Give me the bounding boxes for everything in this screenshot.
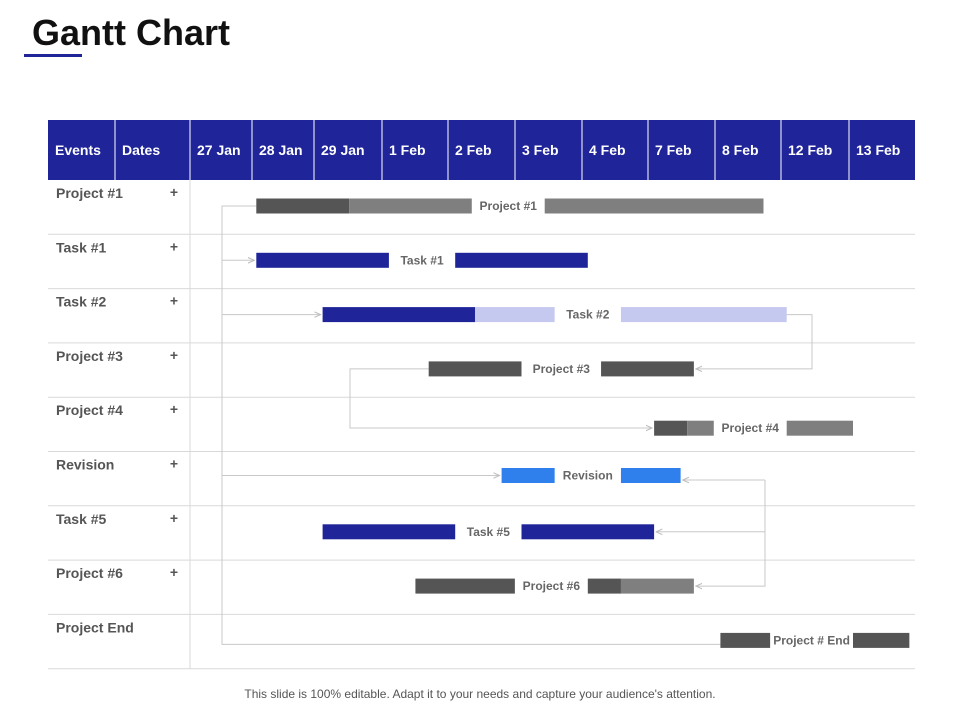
gantt-bar-segment <box>415 578 515 594</box>
gantt-bar-label: Task #2 <box>566 308 609 322</box>
header-cell: 13 Feb <box>856 142 900 158</box>
expand-icon[interactable]: + <box>170 564 178 580</box>
expand-icon[interactable]: + <box>170 293 178 309</box>
expand-icon[interactable]: + <box>170 456 178 472</box>
dependency-connector <box>349 368 652 428</box>
dependency-connector <box>696 480 766 586</box>
gantt-bar-segment <box>256 198 350 214</box>
page-title: Gantt Chart <box>32 12 230 53</box>
gantt-bar-segment <box>620 307 787 323</box>
gantt-bar-segment <box>475 307 555 323</box>
gantt-bar-segment <box>601 361 694 377</box>
header-background <box>48 120 915 180</box>
gantt-bar-segment <box>322 524 456 540</box>
gantt-bar-segment <box>687 420 714 436</box>
header-cell: 3 Feb <box>522 142 559 158</box>
gantt-bar-segment <box>853 632 910 648</box>
row-label: Project #1 <box>56 185 123 201</box>
gantt-bar-segment <box>501 468 555 483</box>
title-underline <box>24 54 82 57</box>
gantt-bar-label: Task #5 <box>467 525 510 539</box>
row-label: Project End <box>56 619 134 635</box>
row-label: Task #1 <box>56 239 107 255</box>
gantt-bar-segment <box>587 578 621 594</box>
row-label: Project #3 <box>56 348 123 364</box>
gantt-bar-segment <box>455 252 588 268</box>
row-label: Task #2 <box>56 294 107 310</box>
row-label: Project #6 <box>56 565 123 581</box>
gantt-bar-segment <box>349 198 472 214</box>
gantt-grid <box>48 180 915 670</box>
header-cell: 7 Feb <box>655 142 692 158</box>
gantt-bar-label: Project # End <box>773 633 850 647</box>
dependency-connector <box>696 314 813 369</box>
header-cell: 8 Feb <box>722 142 759 158</box>
row-label: Revision <box>56 457 114 473</box>
header-cell: 29 Jan <box>321 142 365 158</box>
footer-caption: This slide is 100% editable. Adapt it to… <box>244 687 716 701</box>
gantt-bar-segment <box>256 252 389 268</box>
gantt-bar-label: Project #4 <box>722 421 780 435</box>
header-cell: 28 Jan <box>259 142 303 158</box>
expand-icon[interactable]: + <box>170 184 178 200</box>
gantt-bar-label: Project #6 <box>523 579 581 593</box>
row-label: Project #4 <box>56 402 123 418</box>
gantt-row-labels: Project #1 + Task #1 + Task #2 + Project #3 + Pr… <box>56 184 178 635</box>
gantt-connectors <box>221 205 813 645</box>
gantt-bar-segment <box>322 307 476 323</box>
header-cell: 12 Feb <box>788 142 832 158</box>
gantt-bar-label: Project #1 <box>480 199 538 213</box>
gantt-header: Events Dates 27 Jan 28 Jan 29 Jan 1 Feb 2 Feb 3… <box>48 120 915 180</box>
expand-icon[interactable]: + <box>170 510 178 526</box>
row-label: Task #5 <box>56 511 107 527</box>
gantt-bar-segment <box>521 524 655 540</box>
header-cell: 27 Jan <box>197 142 241 158</box>
gantt-bar-segment <box>720 632 771 648</box>
expand-icon[interactable]: + <box>170 347 178 363</box>
gantt-bar-segment <box>786 420 853 436</box>
header-cell: Dates <box>122 142 160 158</box>
gantt-bar-label: Revision <box>563 469 613 483</box>
dependency-connector <box>221 205 721 645</box>
expand-icon[interactable]: + <box>170 401 178 417</box>
gantt-bar-segment <box>654 420 688 436</box>
gantt-bars: Project #1 Task #1 Task #2 Project #3 Projec… <box>256 198 910 648</box>
gantt-bar-segment <box>544 198 764 214</box>
header-cell: 4 Feb <box>589 142 626 158</box>
header-cell: 1 Feb <box>389 142 426 158</box>
gantt-bar-segment <box>620 468 681 483</box>
gantt-bar-segment <box>620 578 694 594</box>
header-cell: Events <box>55 142 101 158</box>
gantt-bar-label: Project #3 <box>533 362 591 376</box>
expand-icon[interactable]: + <box>170 238 178 254</box>
header-cell: 2 Feb <box>455 142 492 158</box>
gantt-bar-segment <box>428 361 522 377</box>
gantt-bar-label: Task #1 <box>400 253 443 267</box>
